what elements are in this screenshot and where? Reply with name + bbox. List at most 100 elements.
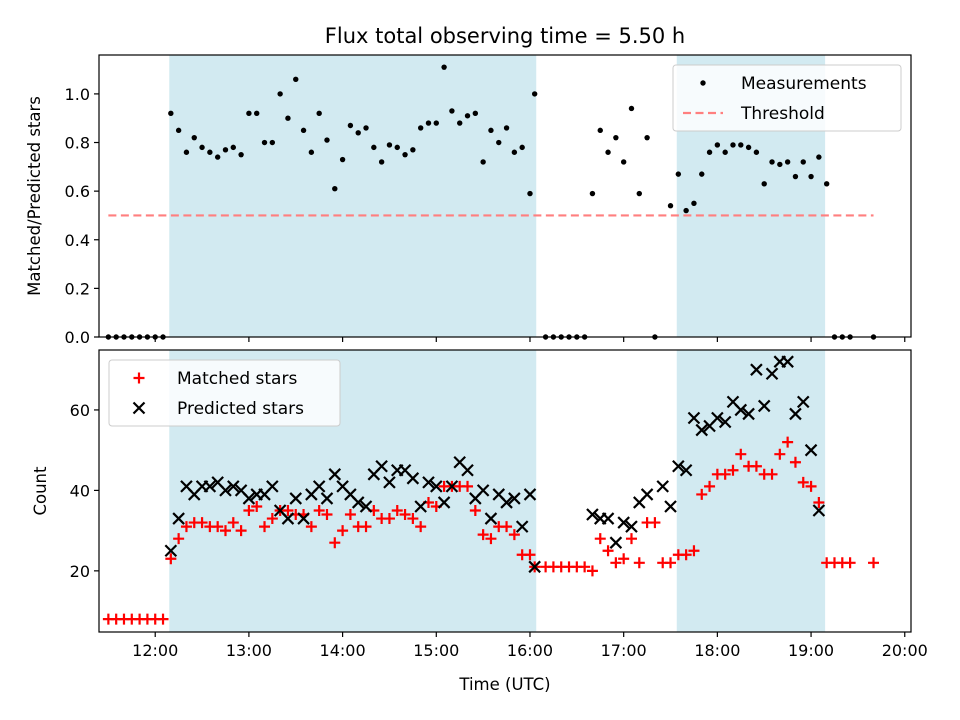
matched-star-point [782, 436, 794, 448]
measurement-point [761, 181, 767, 187]
matched-star-point [602, 545, 614, 557]
measurement-point [722, 149, 728, 155]
measurement-point [254, 110, 260, 117]
measurement-point [207, 149, 213, 155]
matched-star-point [469, 505, 481, 517]
matched-star-point [391, 505, 403, 517]
matched-star-point [610, 557, 622, 569]
measurement-point [230, 144, 236, 151]
predicted-star-point [476, 484, 490, 497]
matched-star-point [665, 557, 677, 569]
matched-star-point [235, 525, 247, 537]
legend: Measurements Threshold [672, 64, 902, 132]
predicted-star-point [227, 480, 240, 493]
predicted-star-point [461, 464, 474, 477]
measurement-point [519, 144, 525, 151]
matched-star-point [157, 613, 169, 625]
measurement-point [745, 144, 752, 151]
measurement-point [332, 186, 338, 192]
matched-star-point [625, 533, 637, 545]
matched-star-point [579, 561, 591, 573]
measurement-point [784, 159, 791, 165]
matched-star-point [688, 545, 700, 557]
matched-star-point [586, 565, 598, 577]
measurement-point [464, 113, 471, 119]
matched-star-point [774, 448, 786, 460]
predicted-star-point [500, 496, 513, 509]
measurement-point [378, 159, 385, 165]
y-tick-label: 20 [70, 562, 90, 581]
matched-star-point [524, 549, 536, 561]
predicted-star-point [172, 512, 185, 525]
measurement-point [644, 134, 650, 141]
matched-star-point [415, 521, 427, 533]
predicted-star-point [328, 468, 342, 481]
measurement-point [386, 142, 393, 148]
y-tick-label: 0.8 [65, 134, 90, 153]
shaded-interval [169, 55, 537, 337]
predicted-star-point [528, 560, 541, 574]
axes-frame [98, 54, 912, 338]
measurement-point [589, 190, 596, 197]
top-panel: 0.0 0.2 0.4 0.6 0.8 1.0 Matched/Predicted star… [25, 54, 912, 347]
predicted-star-point [422, 476, 435, 489]
measurement-point [753, 149, 760, 155]
measurement-point [769, 159, 775, 165]
matched-star-point [485, 533, 497, 545]
measurement-point [300, 127, 307, 134]
matched-star-point [477, 529, 489, 541]
y-tick-label: 0.0 [65, 328, 90, 347]
matched-star-point [750, 460, 762, 472]
matched-star-point [259, 521, 271, 533]
predicted-star-point [640, 488, 654, 501]
x-tick-label: 14:00 [320, 641, 366, 660]
measurement-point [168, 110, 174, 117]
predicted-star-point [484, 512, 498, 525]
measurement-point [449, 108, 455, 114]
legend-label: Measurements [741, 74, 867, 94]
measurement-point [191, 134, 197, 141]
matched-star-point [766, 468, 778, 480]
matched-star-point [719, 468, 731, 480]
y-axis-label: Count [31, 466, 50, 516]
measurement-point [394, 144, 400, 151]
predicted-star-point [601, 512, 615, 525]
predicted-star-point [359, 500, 373, 513]
matched-star-point [462, 480, 474, 492]
predicted-star-point [742, 407, 755, 421]
y-tick-label: 0.4 [65, 231, 90, 250]
matched-star-point [594, 533, 606, 545]
predicted-star-point [351, 496, 365, 509]
x-tick-label: 13:00 [226, 641, 272, 660]
y-tick-label: 60 [70, 401, 90, 420]
measurement-point [402, 151, 408, 158]
measurement-point [503, 125, 510, 131]
matched-star-point [508, 529, 520, 541]
matched-star-point [704, 480, 716, 492]
measurement-point [238, 151, 244, 158]
x-tick-label: 17:00 [601, 641, 647, 660]
predicted-star-point [789, 407, 802, 421]
matched-star-point [789, 456, 801, 468]
legend-marker [133, 372, 145, 384]
axes-frame [98, 349, 912, 633]
matched-star-point [337, 525, 349, 537]
predicted-star-point [664, 500, 677, 513]
predicted-star-point [734, 403, 748, 417]
predicted-star-point [757, 399, 771, 413]
x-tick-label: 15:00 [413, 641, 459, 660]
measurement-point [808, 173, 814, 180]
predicted-star-point [289, 492, 303, 505]
predicted-star-point [320, 492, 334, 505]
y-tick-label: 0.2 [65, 279, 90, 298]
predicted-star-point [164, 544, 178, 558]
measurement-point [261, 139, 268, 146]
matched-star-point [219, 525, 231, 537]
matched-star-point [501, 521, 513, 533]
measurement-point [675, 171, 682, 177]
x-tick-label: 12:00 [132, 641, 178, 660]
predicted-star-point [508, 492, 521, 505]
matched-star-point [329, 537, 341, 549]
measurement-point [347, 122, 354, 129]
